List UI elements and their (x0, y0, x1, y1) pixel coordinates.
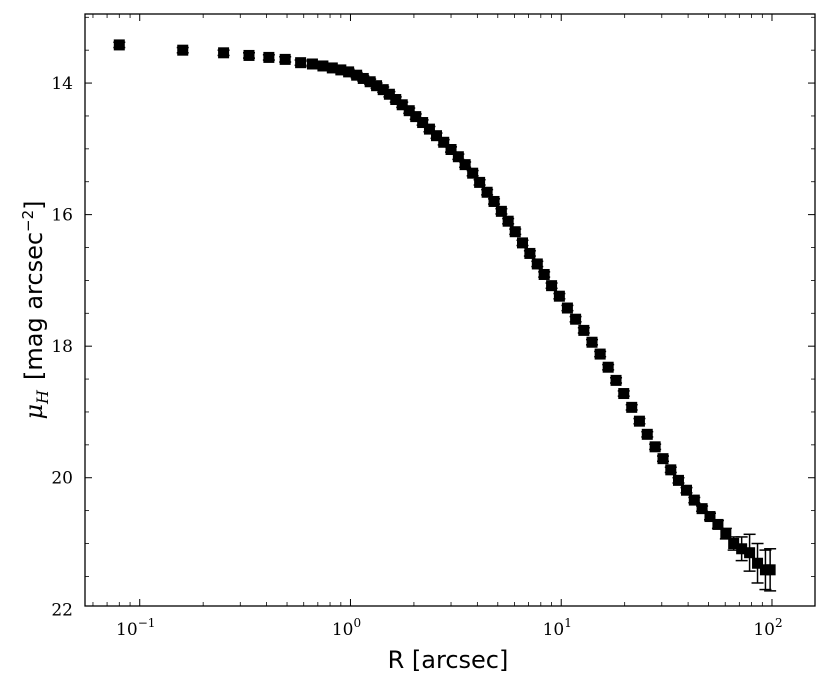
axis-ticks (85, 14, 815, 606)
data-point (516, 237, 528, 249)
data-point (538, 268, 550, 280)
data-point (736, 543, 748, 555)
data-point (377, 84, 389, 96)
y-tick-labels: 14 16 18 20 22 (51, 74, 73, 620)
plot-frame (84, 13, 816, 607)
data-point (610, 374, 622, 386)
x-tick-label-exponent: 1 (564, 616, 572, 630)
data-point (467, 167, 479, 179)
x-axis-label: R [arcsec] (388, 646, 509, 674)
data-point (649, 441, 661, 453)
y-tick-label: 18 (51, 337, 73, 357)
data-point (728, 538, 740, 550)
x-tick-labels: 10−1 100 101 102 (116, 616, 783, 640)
x-tick-label-base: 10 (116, 620, 138, 640)
data-point (665, 464, 677, 476)
data-point (626, 401, 638, 413)
data-point (279, 53, 291, 65)
data-point (752, 557, 764, 569)
data-point (531, 258, 543, 270)
data-point (410, 111, 422, 123)
data-point (594, 348, 606, 360)
data-point (488, 195, 500, 207)
x-tick-label-exponent: 2 (775, 616, 783, 630)
y-axis-label-symbol: μ (20, 404, 48, 420)
x-tick-label-exponent: −1 (138, 616, 156, 630)
data-point (688, 494, 700, 506)
data-point (720, 528, 732, 540)
data-point (351, 69, 363, 81)
x-tick-label: 10−1 (116, 616, 155, 640)
y-axis-label-unit: [mag arcsec (20, 232, 48, 380)
data-point (343, 66, 355, 78)
y-axis-label-subscript: H (33, 389, 52, 405)
data-point (371, 80, 383, 92)
data-point (744, 547, 756, 559)
data-point (602, 361, 614, 373)
data-point (570, 313, 582, 325)
y-axis-label: μH [mag arcsec−2] (19, 200, 52, 419)
x-tick-label-base: 10 (543, 620, 565, 640)
data-point (452, 151, 464, 163)
data-point (423, 123, 435, 135)
y-axis-label-suffix: ] (20, 200, 48, 209)
data-point (243, 49, 255, 61)
data-point (712, 518, 724, 530)
y-tick-label: 16 (51, 206, 73, 226)
x-tick-label-base: 10 (332, 620, 354, 640)
x-tick-label: 100 (332, 616, 361, 640)
data-point (113, 39, 125, 51)
data-point (502, 215, 514, 227)
data-point (657, 453, 669, 465)
data-point (364, 76, 376, 88)
data-point (218, 47, 230, 59)
data-point (546, 280, 558, 292)
x-tick-label-exponent: 0 (353, 616, 361, 630)
data-point (326, 62, 338, 74)
data-point (524, 247, 536, 259)
data-point (263, 51, 275, 63)
y-tick-label: 14 (51, 74, 73, 94)
data-point (445, 144, 457, 156)
data-point (704, 511, 716, 523)
data-point (641, 428, 653, 440)
data-point (481, 186, 493, 198)
data-point (417, 117, 429, 129)
x-tick-label-base: 10 (753, 620, 775, 640)
data-point (578, 324, 590, 336)
data-point (672, 474, 684, 486)
data-point (495, 205, 507, 217)
y-tick-label: 20 (51, 469, 73, 489)
data-point (335, 64, 347, 76)
data-point (390, 94, 402, 106)
data-point (383, 88, 395, 100)
data-point (177, 44, 189, 56)
y-axis-label-exponent: −2 (19, 210, 37, 232)
data-point (295, 57, 307, 69)
data-point (306, 58, 318, 70)
data-point (618, 388, 630, 400)
data-point (561, 302, 573, 314)
data-point (357, 72, 369, 84)
data-point (474, 176, 486, 188)
data-point (317, 60, 329, 72)
data-point (553, 290, 565, 302)
data-markers (113, 39, 776, 576)
data-point (459, 159, 471, 171)
data-point (764, 564, 776, 576)
data-point (680, 484, 692, 496)
data-point (586, 336, 598, 348)
data-point (696, 503, 708, 515)
data-point (431, 130, 443, 142)
y-tick-label: 22 (51, 600, 73, 620)
data-point (403, 105, 415, 117)
x-tick-label: 101 (543, 616, 572, 640)
data-point (633, 415, 645, 427)
data-point (438, 136, 450, 148)
data-point (509, 226, 521, 238)
data-point (396, 99, 408, 111)
x-tick-label: 102 (753, 616, 782, 640)
